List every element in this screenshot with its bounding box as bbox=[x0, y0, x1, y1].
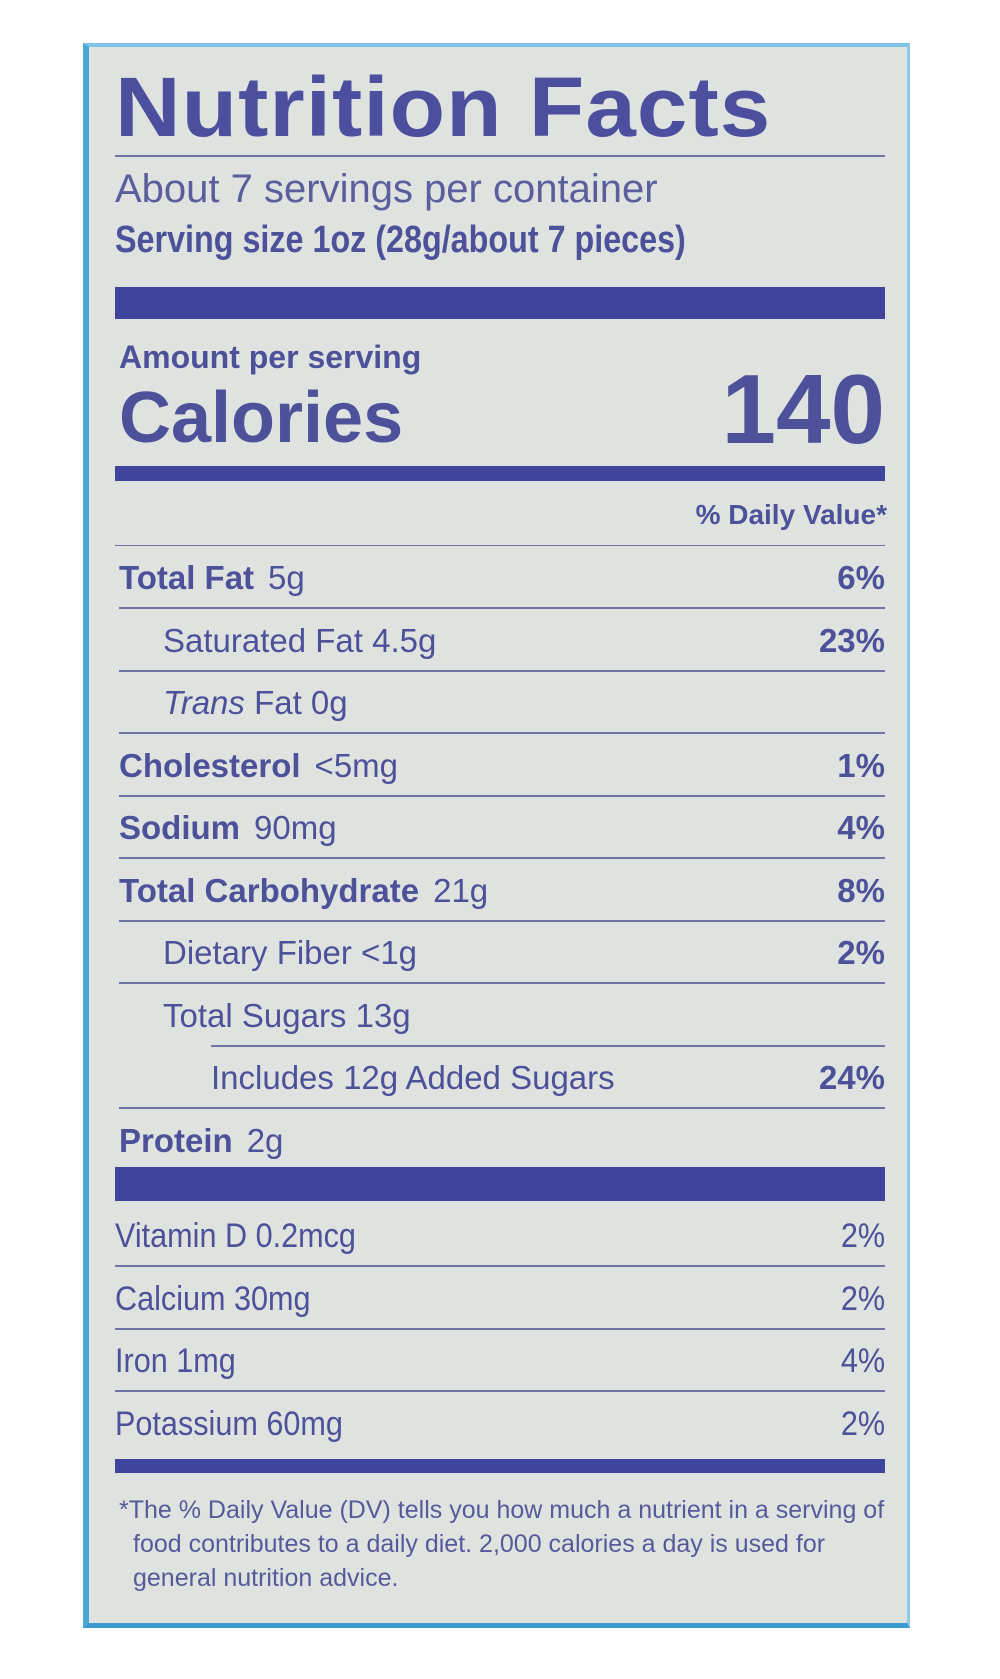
nutrient-row: Includes 12g Added Sugars 24% bbox=[119, 1047, 885, 1109]
nutrient-amount: 5g bbox=[268, 559, 305, 596]
medium-divider bbox=[115, 466, 885, 481]
nutrient-italic: Trans bbox=[163, 684, 245, 721]
nutrient-dv: 2% bbox=[837, 934, 885, 971]
serving-size: Serving size 1oz (28g/about 7 pieces) bbox=[115, 219, 686, 261]
nutrient-row: Cholesterol <5mg 1% bbox=[119, 735, 885, 797]
row-divider bbox=[211, 1044, 885, 1047]
label-title: Nutrition Facts bbox=[115, 60, 772, 154]
nutrient-name: Protein 2g bbox=[119, 1122, 283, 1160]
vitamin-row: Calcium 30mg 2% bbox=[115, 1268, 885, 1330]
vitamin-row: Potassium 60mg 2% bbox=[115, 1393, 885, 1455]
vitamin-dv: 2% bbox=[840, 1217, 885, 1255]
nutrient-name: Trans Fat 0g bbox=[163, 684, 348, 722]
nutrient-amount: 21g bbox=[433, 871, 489, 909]
servings-per-container: About 7 servings per container bbox=[115, 167, 658, 211]
row-divider bbox=[119, 669, 885, 672]
nutrient-dv: 4% bbox=[837, 809, 885, 846]
thick-divider bbox=[115, 287, 885, 319]
row-divider bbox=[115, 1327, 885, 1330]
calories-label: Calories bbox=[119, 378, 404, 458]
nutrient-row: Dietary Fiber <1g 2% bbox=[119, 922, 885, 984]
nutrient-name: Total Sugars 13g bbox=[163, 997, 411, 1035]
nutrient-row: Sodium 90mg 4% bbox=[119, 797, 885, 859]
nutrient-amount: Total Sugars 13g bbox=[163, 996, 411, 1034]
nutrient-amount: 2g bbox=[246, 1121, 284, 1159]
vitamin-name: Vitamin D 0.2mcg bbox=[115, 1217, 356, 1255]
vitamin-row: Iron 1mg 4% bbox=[115, 1330, 885, 1392]
vitamin-name: Potassium 60mg bbox=[115, 1404, 343, 1443]
row-divider bbox=[119, 982, 885, 984]
nutrient-dv: 1% bbox=[837, 746, 885, 784]
nutrient-row: Protein 2g bbox=[119, 1110, 885, 1172]
vitamin-name: Iron 1mg bbox=[115, 1342, 236, 1380]
divider bbox=[115, 155, 885, 157]
nutrient-label: Cholesterol bbox=[119, 746, 301, 784]
nutrient-row: Saturated Fat 4.5g 23% bbox=[119, 610, 885, 672]
vitamin-dv: 4% bbox=[840, 1342, 885, 1380]
row-divider bbox=[119, 857, 885, 859]
row-divider bbox=[119, 919, 885, 922]
nutrient-label: Protein bbox=[119, 1121, 233, 1159]
nutrient-row: Total Carbohydrate 21g 8% bbox=[119, 860, 885, 922]
nutrient-row: Total Fat 5g 6% bbox=[119, 547, 885, 609]
nutrient-name: Includes 12g Added Sugars bbox=[211, 1059, 615, 1097]
calories-value: 140 bbox=[721, 354, 885, 464]
amount-per-serving: Amount per serving bbox=[119, 339, 422, 375]
daily-value-header: % Daily Value* bbox=[695, 499, 887, 530]
row-divider bbox=[115, 1265, 885, 1267]
row-divider bbox=[119, 794, 885, 797]
medium-divider bbox=[115, 1459, 885, 1473]
row-divider bbox=[119, 1107, 885, 1109]
thick-divider bbox=[115, 1167, 885, 1201]
row-divider bbox=[119, 732, 885, 734]
nutrient-amount: Dietary Fiber <1g bbox=[163, 934, 418, 971]
nutrient-row: Trans Fat 0g bbox=[119, 672, 885, 734]
nutrient-name: Total Fat 5g bbox=[119, 559, 305, 597]
nutrient-label: Sodium bbox=[119, 809, 240, 846]
nutrient-name: Cholesterol <5mg bbox=[119, 747, 398, 785]
nutrient-amount: 90mg bbox=[254, 809, 337, 846]
nutrient-name: Saturated Fat 4.5g bbox=[163, 622, 436, 660]
nutrient-amount: Includes 12g Added Sugars bbox=[211, 1059, 615, 1096]
nutrient-label: Total Fat bbox=[119, 559, 255, 596]
nutrient-dv: 23% bbox=[818, 621, 885, 659]
nutrient-row: Total Sugars 13g bbox=[119, 985, 885, 1047]
vitamin-dv: 2% bbox=[840, 1279, 885, 1318]
row-divider bbox=[115, 1390, 885, 1392]
nutrient-name: Total Carbohydrate 21g bbox=[119, 872, 488, 910]
nutrient-dv: 6% bbox=[837, 559, 885, 596]
nutrient-dv: 24% bbox=[818, 1059, 885, 1096]
nutrient-name: Dietary Fiber <1g bbox=[163, 934, 417, 972]
vitamin-name: Calcium 30mg bbox=[115, 1279, 311, 1318]
nutrient-name: Sodium 90mg bbox=[119, 809, 337, 847]
nutrient-amount: Saturated Fat 4.5g bbox=[163, 621, 437, 659]
nutrient-label: Total Carbohydrate bbox=[119, 871, 420, 909]
divider bbox=[115, 545, 885, 546]
nutrition-facts-label: Nutrition Facts About 7 servings per con… bbox=[83, 43, 910, 1628]
vitamin-row: Vitamin D 0.2mcg 2% bbox=[115, 1205, 885, 1267]
row-divider bbox=[119, 607, 885, 609]
nutrient-amount: <5mg bbox=[314, 746, 399, 784]
nutrient-amount: Fat 0g bbox=[254, 684, 348, 721]
nutrient-dv: 8% bbox=[837, 871, 885, 909]
vitamin-dv: 2% bbox=[840, 1404, 885, 1443]
footnote: *The % Daily Value (DV) tells you how mu… bbox=[119, 1496, 885, 1592]
